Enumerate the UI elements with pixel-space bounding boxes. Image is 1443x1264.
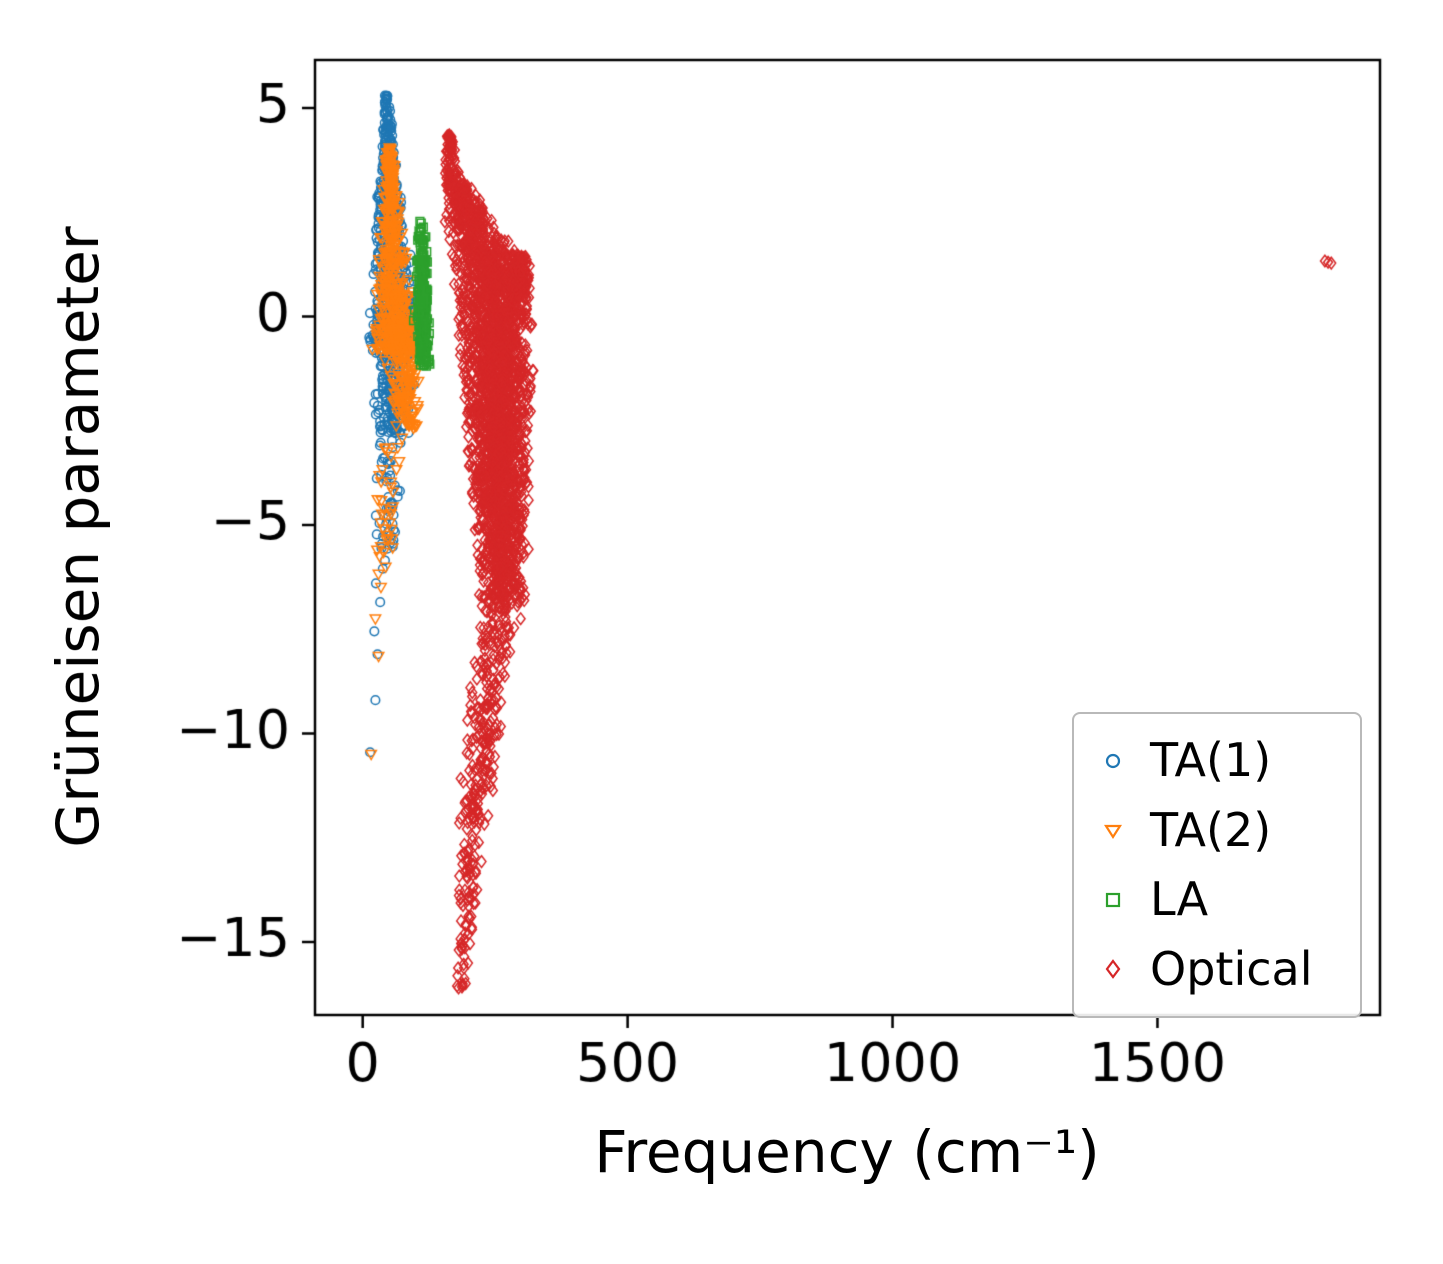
triangle-down-icon <box>1103 825 1123 840</box>
legend-item-la: LA <box>1098 871 1336 929</box>
legend-item-ta-2-: TA(2) <box>1098 802 1336 860</box>
legend-label: LA <box>1150 872 1209 926</box>
diamond-icon <box>1105 959 1121 980</box>
x-axis-label: Frequency (cm⁻¹) <box>594 1118 1100 1186</box>
legend-label: TA(2) <box>1150 802 1272 857</box>
legend-label: Optical <box>1150 941 1313 996</box>
legend-item-ta-1-: TA(1) <box>1098 732 1336 790</box>
y-axis-label: Grüneisen parameter <box>44 226 112 848</box>
legend-label: TA(1) <box>1150 733 1272 787</box>
square-icon <box>1105 892 1121 907</box>
legend: TA(1) TA(2) LA Optical <box>1072 712 1362 1018</box>
legend-item-optical: Optical <box>1098 941 1336 999</box>
circle-icon <box>1105 753 1121 768</box>
